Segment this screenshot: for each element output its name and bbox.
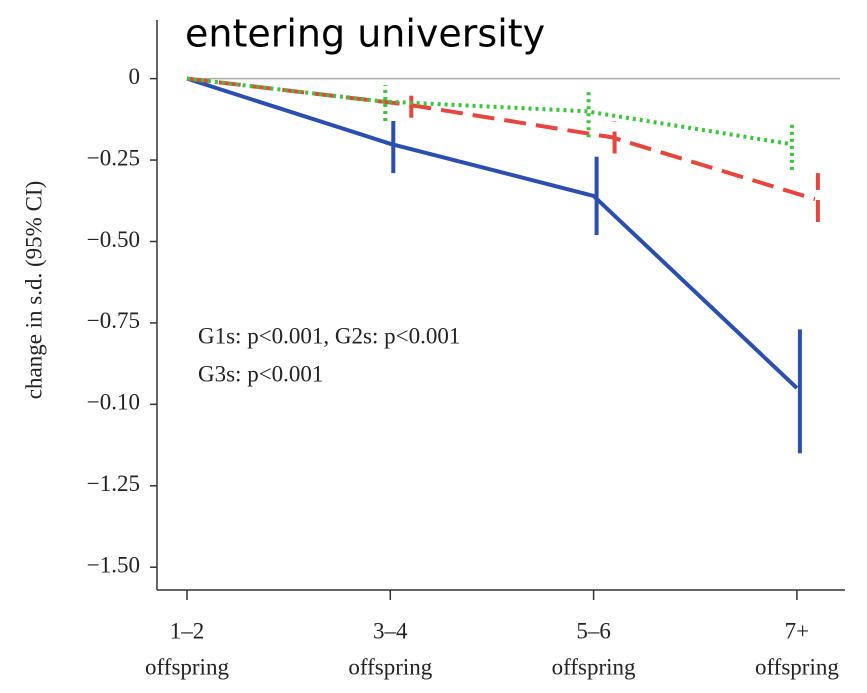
- y-tick-label: −1.25: [87, 471, 140, 496]
- annotation: G1s: p<0.001, G2s: p<0.001: [198, 323, 460, 348]
- y-tick-label: −1.50: [87, 552, 140, 577]
- y-tick-label: −0.25: [87, 145, 140, 170]
- x-tick-label: 3–4: [373, 618, 408, 643]
- annotation: G3s: p<0.001: [198, 361, 323, 386]
- x-tick-label: offspring: [348, 654, 432, 679]
- series-line: [186, 76, 816, 202]
- x-tick-label: offspring: [552, 654, 636, 679]
- series-line: [186, 76, 790, 146]
- y-axis-label: change in s.d. (95% CI): [21, 181, 46, 399]
- x-tick-label: 1–2: [170, 618, 205, 643]
- y-tick-label: −0.10: [87, 390, 140, 415]
- y-tick-label: −0.75: [87, 308, 140, 333]
- chart-title: entering university: [185, 12, 545, 56]
- x-tick-label: 7+: [785, 618, 809, 643]
- x-tick-label: offspring: [755, 654, 839, 679]
- x-tick-label: offspring: [145, 654, 229, 679]
- y-tick-label: −0.50: [87, 227, 140, 252]
- x-tick-label: 5–6: [576, 618, 611, 643]
- y-tick-label: 0: [129, 64, 141, 89]
- series-line: [186, 76, 799, 390]
